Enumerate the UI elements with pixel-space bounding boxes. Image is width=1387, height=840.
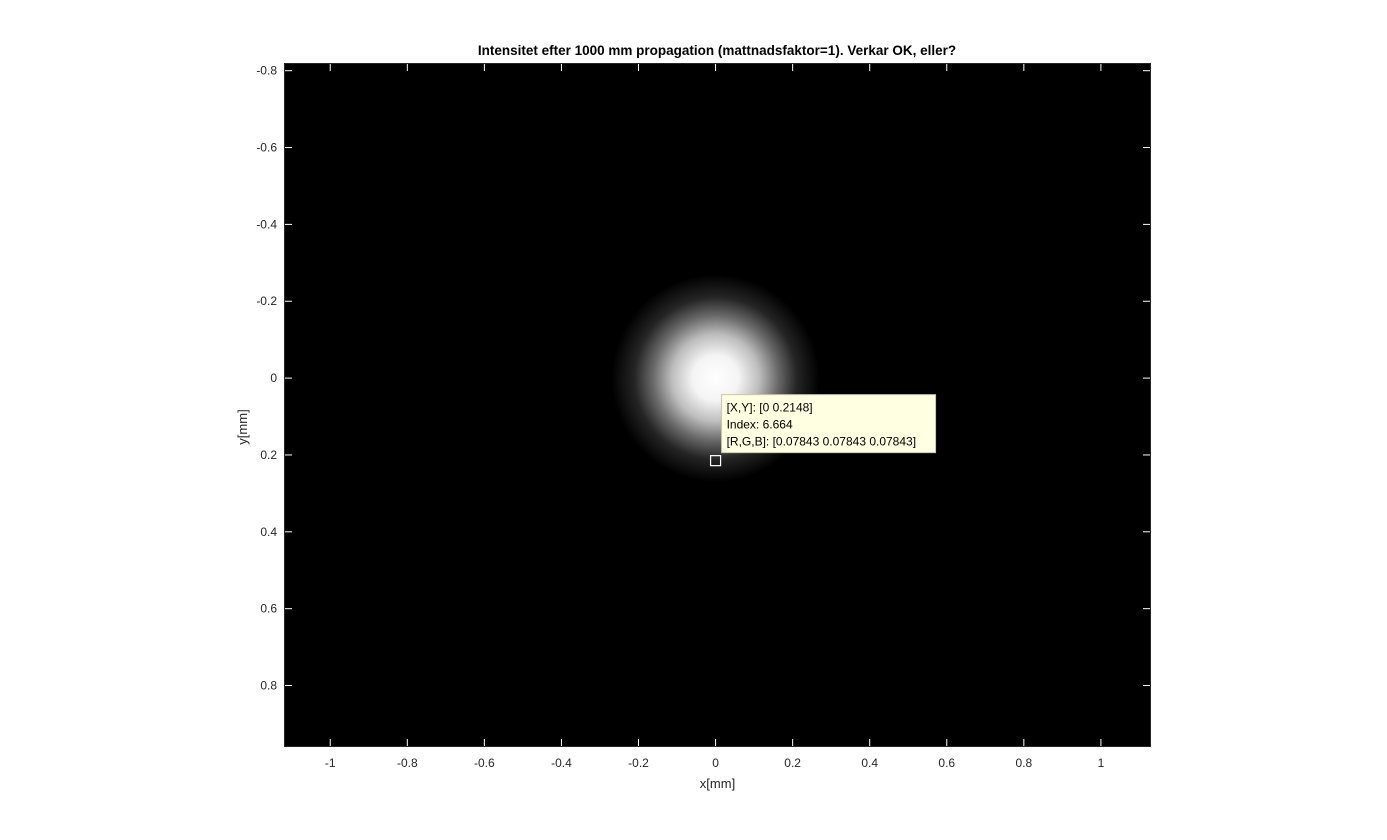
x-tick-label: 0.6 (938, 756, 955, 770)
y-tick-label: 0.6 (260, 602, 277, 616)
y-tick-label: -0.6 (256, 141, 277, 155)
datatip[interactable]: [X,Y]: [0 0.2148] Index: 6.664 [R,G,B]: … (709, 394, 937, 467)
x-tick-label: -0.4 (551, 756, 572, 770)
x-tick-label: 0 (712, 756, 719, 770)
y-tick-label: 0.8 (260, 679, 277, 693)
chart-title: Intensitet efter 1000 mm propagation (ma… (478, 43, 956, 58)
datatip-index-text: Index: 6.664 (727, 418, 793, 432)
x-tick-label: -0.8 (397, 756, 418, 770)
datatip-box (721, 394, 937, 454)
y-tick-label: 0.2 (260, 448, 277, 462)
x-tick-label: -1 (325, 756, 336, 770)
axes-box (284, 63, 1151, 747)
y-tick-label: -0.2 (256, 294, 277, 308)
datatip-xy-text: [X,Y]: [0 0.2148] (727, 401, 813, 415)
x-tick-label: 1 (1098, 756, 1105, 770)
x-tick-label: -0.6 (474, 756, 495, 770)
x-tick-label: 0.4 (861, 756, 878, 770)
y-tick-label: 0 (270, 371, 277, 385)
x-axis-label: x[mm] (700, 776, 735, 791)
y-tick-label: -0.4 (256, 217, 277, 231)
y-tick-label: -0.8 (256, 64, 277, 78)
y-tick-label: 0.4 (260, 525, 277, 539)
datatip-rgb-text: [R,G,B]: [0.07843 0.07843 0.07843] (727, 435, 916, 449)
y-axis-label: y[mm] (235, 409, 250, 444)
x-tick-label: -0.2 (628, 756, 649, 770)
datatip-marker[interactable] (709, 455, 722, 467)
x-tick-label: 0.2 (784, 756, 801, 770)
x-tick-label: 0.8 (1015, 756, 1032, 770)
